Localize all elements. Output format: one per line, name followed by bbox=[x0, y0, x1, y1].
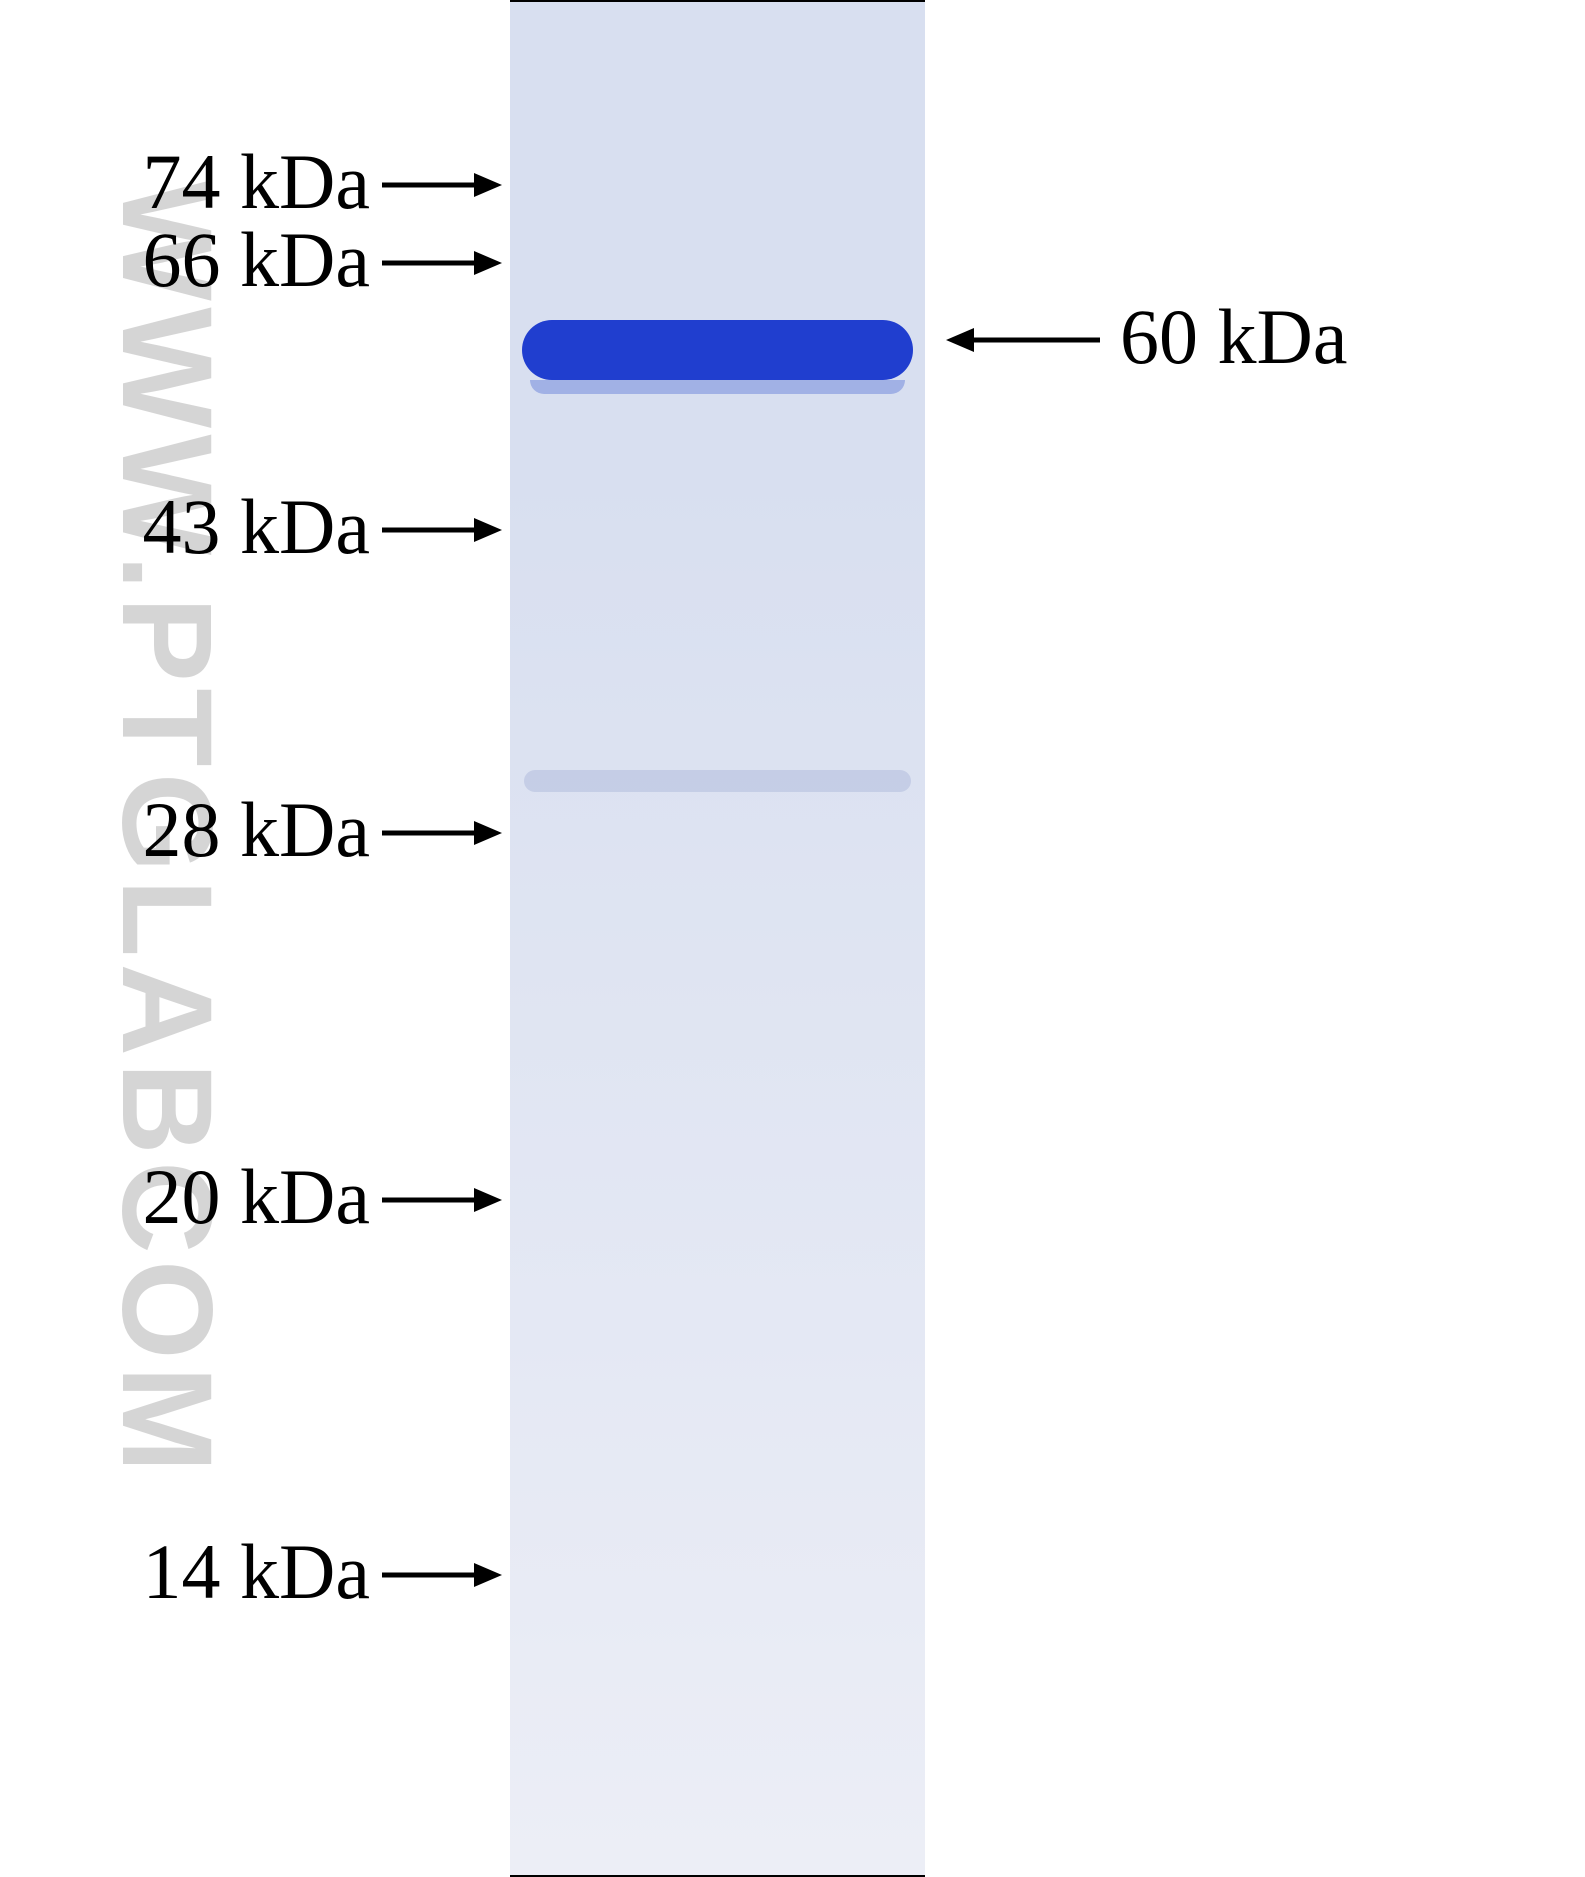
arrow-right-icon bbox=[350, 514, 534, 546]
marker-label-14: 14 kDa bbox=[0, 1527, 370, 1617]
arrow-right-icon bbox=[350, 169, 534, 201]
marker-label-20: 20 kDa bbox=[0, 1152, 370, 1242]
result-label-60: 60 kDa bbox=[1120, 292, 1347, 382]
protein-band-main-shadow bbox=[530, 380, 905, 394]
marker-label-43: 43 kDa bbox=[0, 482, 370, 572]
marker-label-28: 28 kDa bbox=[0, 785, 370, 875]
protein-band-faint bbox=[524, 770, 911, 792]
arrow-right-icon bbox=[350, 1184, 534, 1216]
protein-band-main bbox=[522, 320, 913, 380]
marker-label-66: 66 kDa bbox=[0, 215, 370, 305]
arrow-right-icon bbox=[350, 247, 534, 279]
gel-lane bbox=[510, 0, 925, 1877]
arrow-right-icon bbox=[350, 1559, 534, 1591]
arrow-left-icon bbox=[914, 324, 1132, 356]
arrow-right-icon bbox=[350, 817, 534, 849]
marker-label-74: 74 kDa bbox=[0, 137, 370, 227]
gel-figure: WWW.PTGLABCOM 74 kDa 66 kDa 43 kDa 28 kD… bbox=[0, 0, 1585, 1877]
